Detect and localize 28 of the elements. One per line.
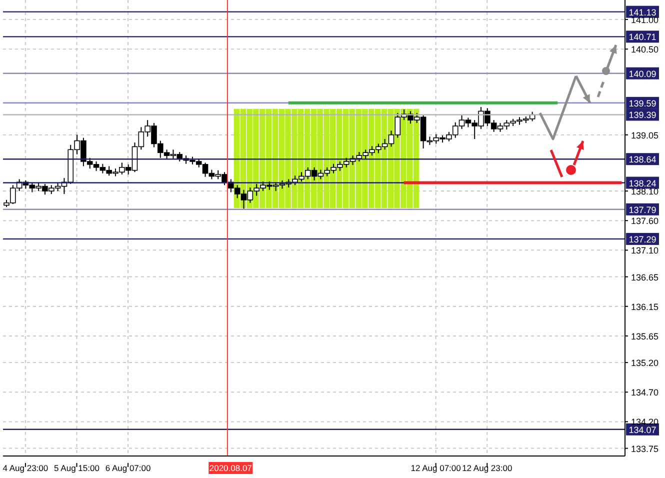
ref-line-label: 140.71 [628, 32, 656, 42]
ref-line-label: 134.07 [628, 424, 656, 435]
ref-line-label: 139.59 [628, 98, 656, 108]
y-tick-label: 135.20 [631, 358, 659, 368]
y-tick-label: 139.05 [631, 130, 659, 140]
ref-line-label: 138.64 [628, 154, 656, 165]
y-tick-label: 140.50 [631, 44, 659, 55]
y-tick-label: 133.75 [631, 444, 659, 454]
ref-line-label: 140.09 [628, 68, 656, 79]
y-tick-label: 141.00 [631, 15, 659, 26]
ref-line-label: 137.29 [628, 234, 656, 244]
x-tick-label: 12 Aug 23:00 [462, 463, 512, 473]
y-tick-label: 136.15 [631, 302, 659, 312]
y-tick-label: 138.10 [631, 186, 659, 197]
x-tick-label: 2020.08.07 [209, 463, 252, 473]
x-tick-label: 6 Aug 07:00 [105, 463, 151, 473]
y-tick-label: 135.65 [631, 331, 659, 342]
ref-line-label: 141.13 [628, 7, 656, 18]
y-tick-label: 134.70 [631, 388, 659, 398]
x-tick-label: 12 Aug 07:00 [410, 463, 462, 473]
x-tick-label: 5 Aug 15:00 [54, 463, 100, 473]
y-tick-label: 137.60 [631, 216, 659, 226]
y-tick-label: 136.65 [631, 272, 659, 282]
ref-line-label: 139.39 [628, 110, 656, 120]
ref-line-label: 137.79 [628, 204, 656, 215]
y-tick-label: 137.10 [631, 246, 659, 256]
ref-line-label: 138.24 [628, 178, 656, 188]
x-tick-label: 4 Aug 23:00 [2, 463, 48, 473]
